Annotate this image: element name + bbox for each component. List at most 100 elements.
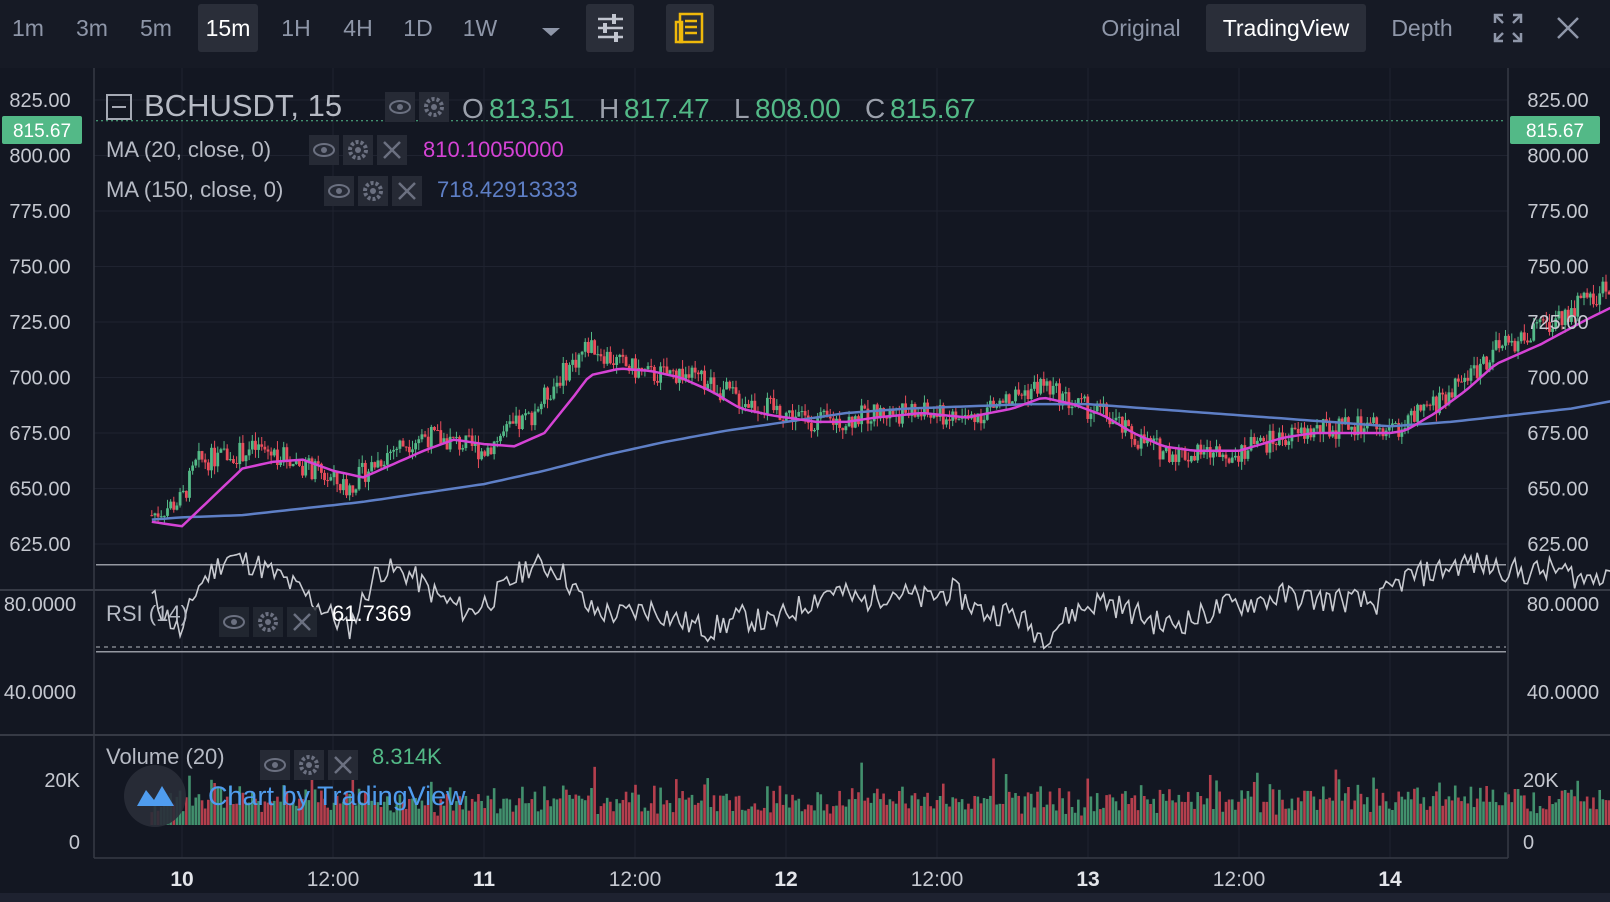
candle-body [511, 421, 515, 424]
volume-bar [197, 794, 201, 825]
ma20-legend-value: 810.10050000 [423, 137, 564, 162]
volume-bar [392, 812, 395, 825]
volume-bar [963, 809, 967, 825]
candle-body [1208, 447, 1212, 458]
candle-body [973, 414, 977, 423]
volume-bar [420, 800, 424, 825]
timeframe-3m[interactable]: 3m [76, 15, 108, 41]
candle-body [367, 471, 370, 482]
volume-bar [1494, 802, 1498, 825]
rsi-legend-value: 61.7369 [332, 601, 412, 626]
candle-body [1588, 293, 1592, 298]
time-axis[interactable]: 10 12:00 11 12:00 12 12:00 13 12:00 14 [170, 868, 1402, 891]
volume-bar [1183, 802, 1187, 825]
ma20-legend: MA (20, close, 0) 810.10050000 [106, 135, 564, 165]
volume-bar [791, 794, 794, 825]
candle-body [1400, 429, 1404, 437]
volume-bar [935, 800, 939, 825]
ma150-remove-icon[interactable] [392, 176, 422, 206]
view-original[interactable]: Original [1101, 15, 1181, 41]
timeframe-1m[interactable]: 1m [12, 15, 44, 41]
ma20-remove-icon[interactable] [377, 135, 407, 165]
volume-bar [1004, 774, 1008, 825]
timeframe-15m[interactable]: 15m [198, 4, 258, 52]
price-chart[interactable]: 825.00 800.00 775.00 750.00 725.00 700.00 675.… [0, 68, 1610, 893]
timeframe-1h[interactable]: 1H [281, 15, 311, 41]
volume-bar [948, 806, 951, 825]
candle-body [467, 435, 471, 437]
timeframe-5m[interactable]: 5m [140, 15, 172, 41]
candle-body [791, 410, 794, 422]
volume-gear-icon[interactable] [294, 750, 324, 780]
candle-body [499, 435, 502, 442]
volume-bar [797, 798, 801, 825]
volume-bar [1416, 787, 1419, 825]
rsi-eye-icon[interactable] [219, 607, 249, 637]
ma20-gear-icon[interactable] [343, 135, 373, 165]
volume-bar [1007, 791, 1011, 825]
timeframe-1d[interactable]: 1D [403, 15, 433, 41]
volume-bar [1334, 769, 1338, 825]
rsi-gear-icon[interactable] [253, 607, 283, 637]
volume-bar [1479, 787, 1482, 825]
candle-body [335, 471, 339, 485]
close-icon[interactable] [1552, 12, 1584, 44]
ma150-eye-icon[interactable] [324, 176, 354, 206]
candle-body [269, 451, 273, 456]
volume-axis-right-20k: 20K [1523, 770, 1559, 792]
volume-bar [285, 791, 289, 825]
volume-bar [1268, 784, 1272, 825]
volume-bar [1356, 784, 1360, 825]
candle-body [1293, 427, 1297, 429]
tradingview-watermark[interactable]: Chart by TradingView [124, 765, 466, 827]
candle-body [373, 462, 377, 468]
legend-eye-icon[interactable] [385, 92, 415, 122]
rsi-remove-icon[interactable] [287, 607, 317, 637]
price-axis-left[interactable]: 825.00 800.00 775.00 750.00 725.00 700.00 675.… [9, 90, 70, 556]
timeframe-4h[interactable]: 4H [343, 15, 373, 41]
legend-gear-icon[interactable] [419, 92, 449, 122]
price-tick-left: 675.00 [9, 423, 70, 445]
candle-body [797, 411, 801, 417]
volume-bar [474, 801, 477, 825]
volume-bar [1306, 790, 1309, 825]
indicators-button[interactable] [666, 4, 714, 52]
candle-body [188, 470, 191, 498]
collapse-legend-icon[interactable] [106, 94, 132, 120]
volume-bar [455, 801, 458, 825]
ma150-gear-icon[interactable] [358, 176, 388, 206]
volume-bar [379, 807, 383, 825]
chart-settings-button[interactable] [586, 4, 634, 52]
volume-bar [1014, 793, 1017, 825]
candle-body [250, 440, 254, 450]
candle-body [1409, 410, 1413, 416]
price-axis-right[interactable]: 825.00 800.00 775.00 750.00 725.00 700.00 675.… [1527, 90, 1588, 556]
volume-bar [1548, 795, 1551, 825]
fullscreen-icon[interactable] [1492, 12, 1524, 44]
candle-body [1039, 378, 1043, 394]
volume-bar [637, 794, 640, 825]
volume-bar [1576, 780, 1580, 825]
volume-eye-icon[interactable] [260, 750, 290, 780]
volume-bar [866, 797, 870, 825]
candle-body [320, 463, 323, 473]
view-depth[interactable]: Depth [1391, 15, 1453, 41]
volume-bar [1142, 795, 1146, 825]
volume-bar [1397, 791, 1400, 825]
volume-remove-icon[interactable] [328, 750, 358, 780]
volume-bar [1485, 786, 1488, 825]
timeframe-1w[interactable]: 1W [462, 15, 498, 41]
volume-bar [759, 810, 763, 825]
view-tradingview[interactable]: TradingView [1206, 4, 1366, 52]
ma20-eye-icon[interactable] [309, 135, 339, 165]
candle-body [514, 415, 518, 424]
chevron-down-icon[interactable] [536, 16, 566, 46]
candle-body [1174, 454, 1178, 462]
volume-bar [216, 786, 220, 825]
volume-bar [894, 803, 898, 825]
candle-body [1205, 447, 1209, 453]
volume-bar [838, 790, 841, 825]
candle-body [866, 408, 870, 424]
candle-body [326, 480, 330, 482]
candle-body [1076, 398, 1080, 406]
